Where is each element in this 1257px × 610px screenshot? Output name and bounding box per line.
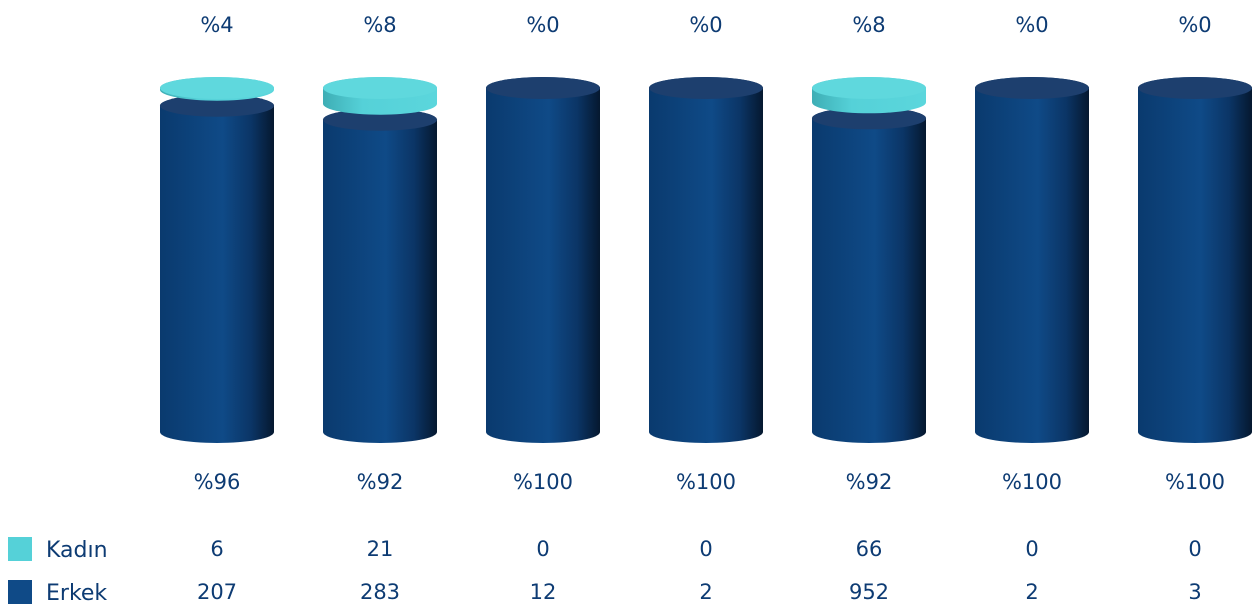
bar-6-erkek (975, 77, 1089, 443)
erkek-count-label: 2 (1025, 580, 1038, 604)
bar-3-erkek-cap (486, 77, 600, 99)
erkek-percent-label: %100 (1002, 470, 1062, 494)
bar-3-erkek (486, 77, 600, 443)
legend-erkek: Erkek (8, 580, 107, 606)
bar-5-erkek-body (812, 107, 926, 444)
bar-2-kadin (323, 77, 437, 115)
bar-4-erkek-body (649, 77, 763, 443)
erkek-count-label: 952 (849, 580, 889, 604)
erkek-percent-label: %92 (846, 470, 893, 494)
bar-1-kadin (160, 77, 274, 101)
erkek-percent-label: %100 (676, 470, 736, 494)
kadin-percent-label: %8 (852, 13, 885, 37)
erkek-count-label: 207 (197, 580, 237, 604)
erkek-percent-label: %100 (1165, 470, 1225, 494)
erkek-percent-label: %96 (194, 470, 241, 494)
legend-erkek-swatch (8, 580, 32, 604)
legend-kadin-label: Kadın (46, 538, 108, 563)
kadin-count-label: 0 (699, 537, 712, 561)
erkek-percent-label: %100 (513, 470, 573, 494)
bar-6-erkek-cap (975, 77, 1089, 99)
kadin-percent-label: %4 (200, 13, 233, 37)
bar-4-erkek-cap (649, 77, 763, 99)
bar-3-erkek-body (486, 77, 600, 443)
erkek-count-label: 283 (360, 580, 400, 604)
erkek-percent-label: %92 (357, 470, 404, 494)
kadin-count-label: 21 (367, 537, 394, 561)
bar-4-erkek (649, 77, 763, 443)
kadin-count-label: 6 (210, 537, 223, 561)
bar-2-erkek-cap (323, 108, 437, 131)
bar-7-erkek (1138, 77, 1252, 443)
erkek-count-label: 12 (530, 580, 557, 604)
kadin-percent-label: %8 (363, 13, 396, 37)
bar-7-erkek-body (1138, 77, 1252, 443)
kadin-count-label: 0 (536, 537, 549, 561)
kadin-percent-label: %0 (1015, 13, 1048, 37)
bar-1-erkek-body (160, 94, 274, 444)
erkek-count-label: 3 (1188, 580, 1201, 604)
bar-1-erkek-cap (160, 94, 274, 117)
kadin-count-label: 0 (1025, 537, 1038, 561)
kadin-count-label: 0 (1188, 537, 1201, 561)
bar-2-erkek-body (323, 108, 437, 443)
bar-2-erkek (323, 108, 437, 443)
cylinders (160, 77, 1252, 444)
bar-5-kadin-cap (812, 77, 926, 99)
bar-1-kadin-cap (160, 77, 274, 99)
erkek-count-label: 2 (699, 580, 712, 604)
labels: %4 %96 6 207 %8 %92 21 283 %0 %100 0 12 %0 %100 0 2 %8 %9… (194, 13, 1225, 604)
bar-1-erkek (160, 94, 274, 444)
kadin-percent-label: %0 (526, 13, 559, 37)
bar-5-erkek-cap (812, 107, 926, 130)
bar-7-erkek-cap (1138, 77, 1252, 99)
legend-kadin: Kadın (8, 537, 108, 563)
bar-6-erkek-body (975, 77, 1089, 443)
bar-2-kadin-cap (323, 77, 437, 99)
legend-erkek-label: Erkek (46, 581, 107, 606)
bar-5-kadin (812, 77, 926, 114)
bar-5-erkek (812, 107, 926, 444)
kadin-percent-label: %0 (689, 13, 722, 37)
legend: Kadın Erkek (8, 537, 108, 606)
legend-kadin-swatch (8, 537, 32, 561)
kadin-percent-label: %0 (1178, 13, 1211, 37)
kadin-count-label: 66 (856, 537, 883, 561)
